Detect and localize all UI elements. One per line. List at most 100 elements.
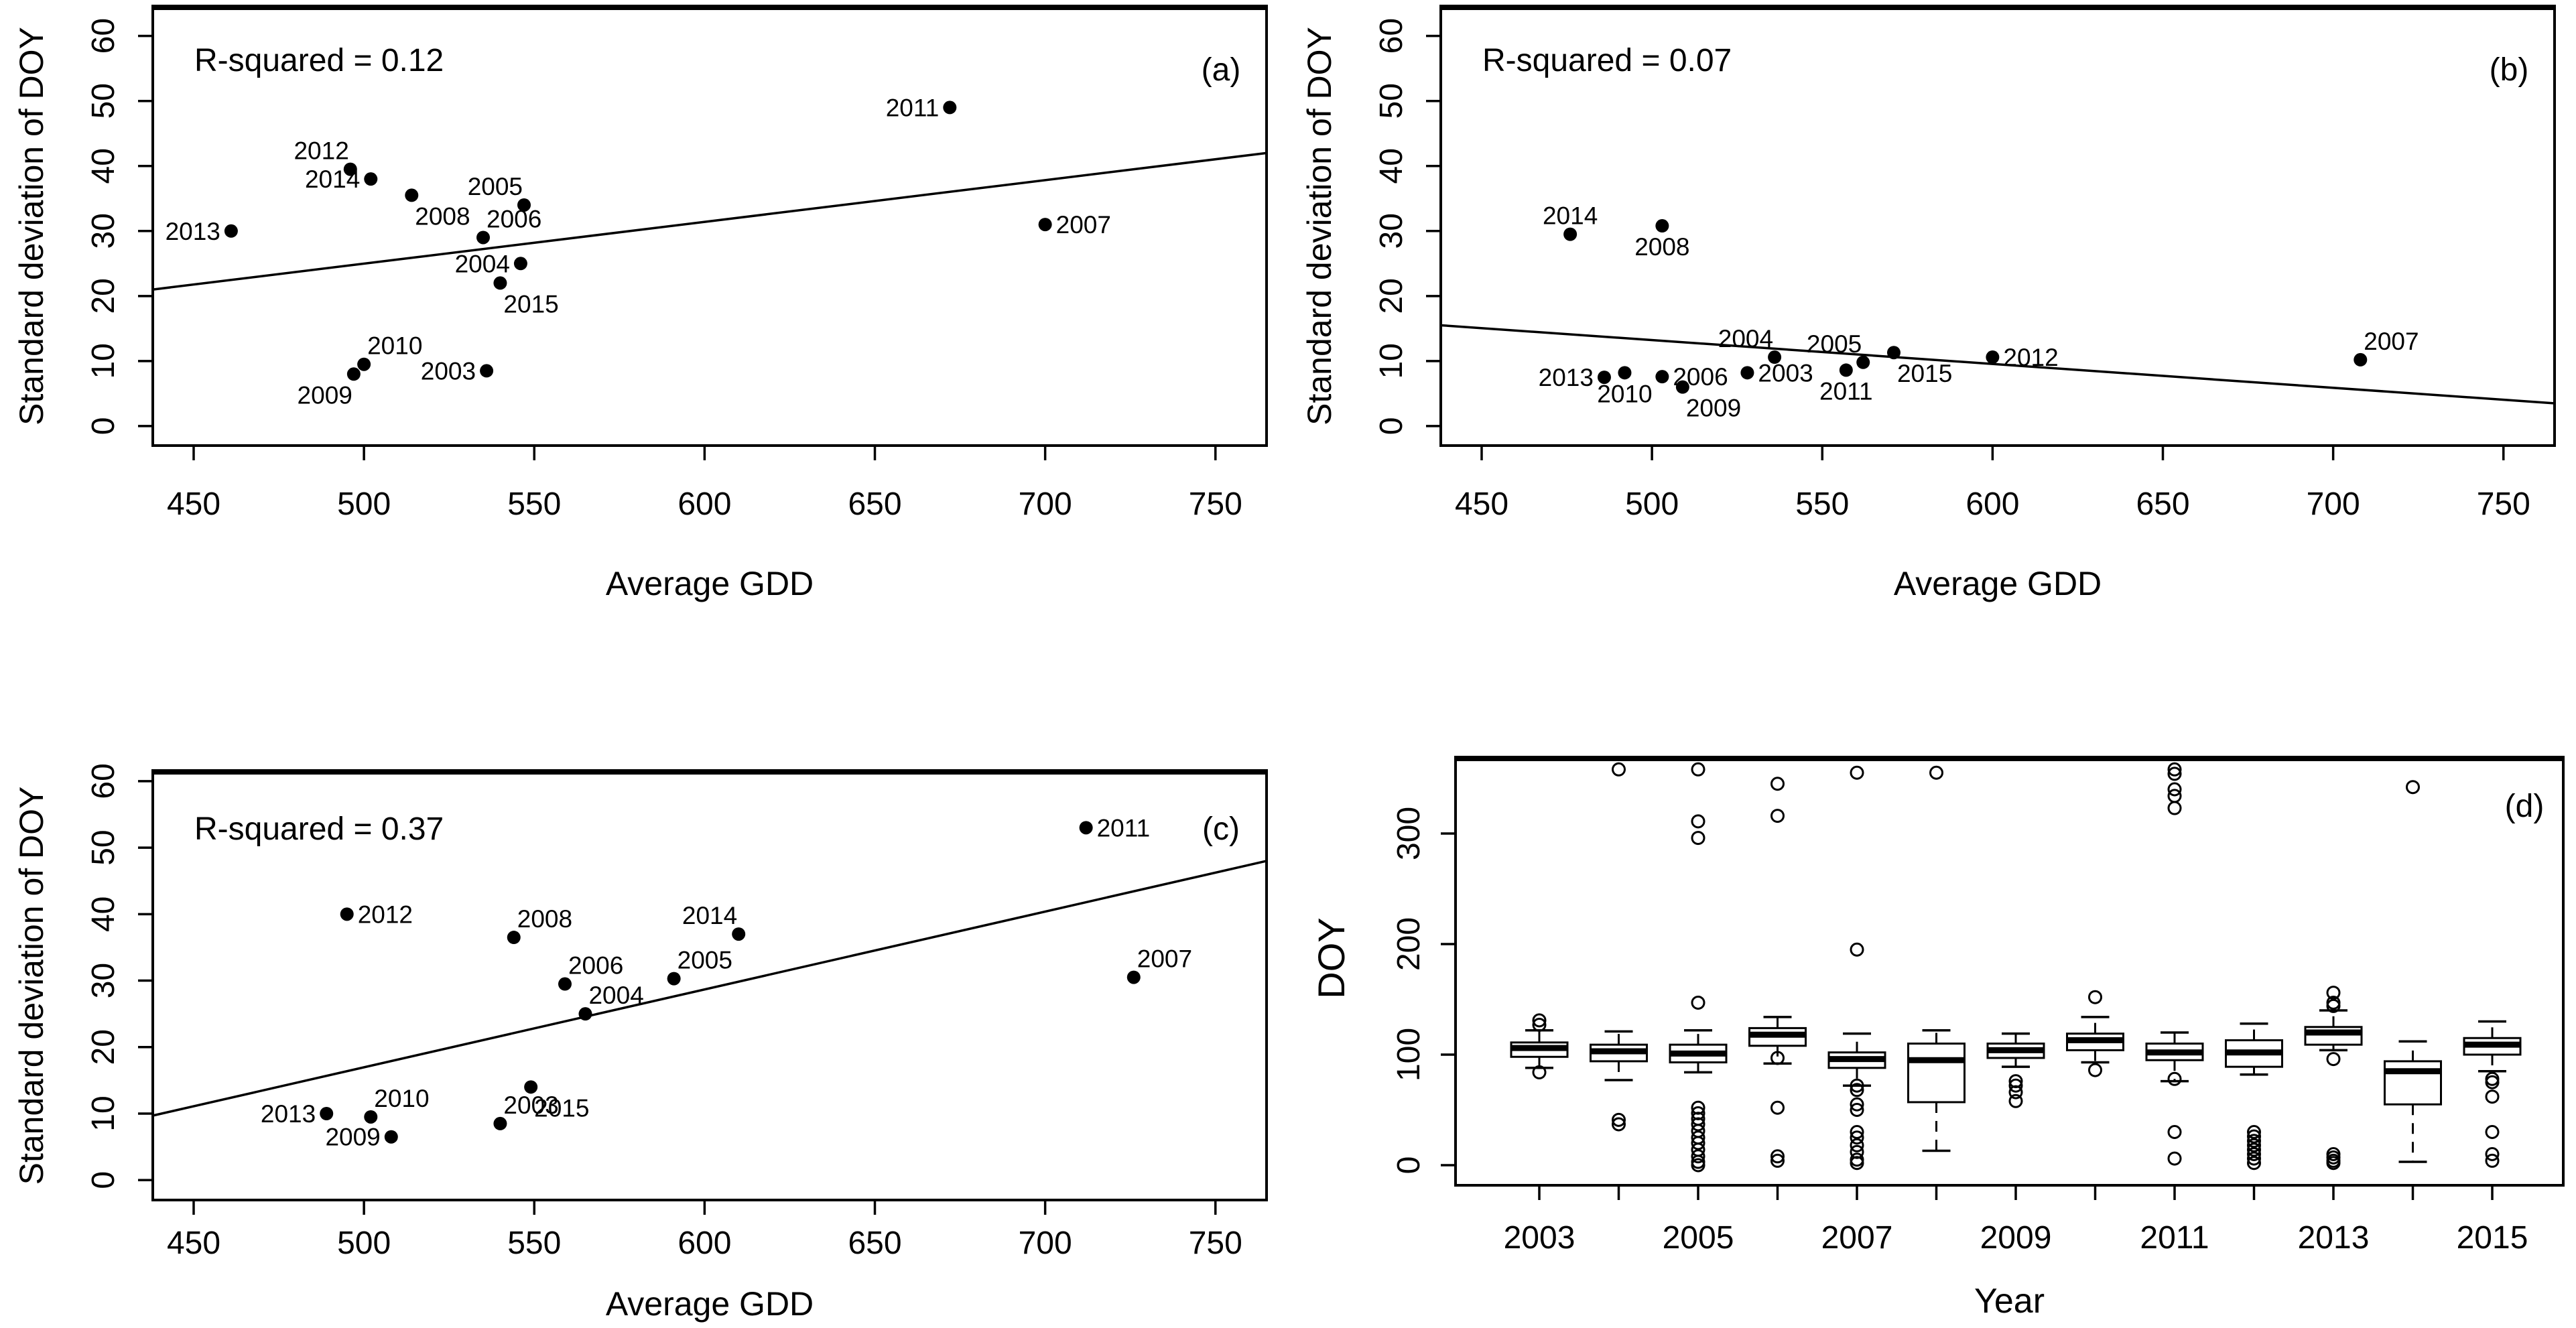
data-point-label-2013: 2013 [1539, 364, 1594, 391]
outlier-point [1691, 1136, 1705, 1150]
outlier-point [2485, 1075, 2500, 1089]
x-axis-tick-label: 500 [337, 486, 391, 522]
outlier-point [2247, 1151, 2261, 1166]
data-point-label-2010: 2010 [374, 1085, 429, 1112]
regression-line [152, 860, 1267, 1117]
data-point-label-2008: 2008 [415, 202, 470, 230]
r-squared-annotation: R-squared = 0.37 [194, 811, 444, 847]
outlier-point [1691, 995, 1705, 1010]
data-point-2012 [343, 162, 357, 176]
data-point-2010 [357, 357, 371, 371]
data-point-2008 [507, 931, 521, 945]
data-point-2007 [2354, 352, 2368, 367]
outlier-point [1850, 1138, 1864, 1152]
outlier-point [2088, 1063, 2102, 1077]
data-point-2010 [364, 1110, 378, 1124]
outlier-point [2008, 1093, 2023, 1108]
x-axis-tick-label: 500 [1625, 486, 1679, 522]
outlier-point [1850, 1156, 1864, 1171]
boxplot-2003 [1510, 1013, 1569, 1079]
y-axis-tick-label: 200 [1391, 917, 1427, 971]
x-axis-tick-label: 650 [848, 486, 901, 522]
x-axis-tick-label: 2005 [1663, 1220, 1734, 1256]
outlier-point [2167, 1125, 2182, 1139]
x-axis-tick-label: 2011 [2140, 1220, 2209, 1256]
y-axis-tick-label: 40 [1374, 148, 1409, 184]
x-axis-tick-label: 450 [167, 1225, 220, 1261]
boxplot-2010 [2066, 990, 2124, 1077]
y-axis-tick-label: 20 [1374, 278, 1409, 314]
regression-line [1440, 324, 2555, 405]
outlier-point [1691, 831, 1705, 846]
x-axis-tick-label: 2007 [1821, 1220, 1893, 1256]
x-axis-tick-label: 2013 [2298, 1220, 2370, 1256]
x-axis-title: Average GDD [606, 565, 814, 602]
panel-letter: (c) [1202, 811, 1240, 847]
outlier-point [2485, 1153, 2500, 1168]
scatter-plot-a: 450 500 550 600 650 700 750 0 10 20 30 40 50 60 Averag… [13, 5, 1268, 602]
y-axis-tick-label: 50 [86, 829, 121, 865]
x-axis-tick-label: 450 [1455, 486, 1508, 522]
x-axis-tick-label: 750 [1189, 1225, 1242, 1261]
x-axis-tick-label: 600 [1966, 486, 2019, 522]
data-point-label-2009: 2009 [1686, 395, 1741, 422]
data-point-2014 [364, 172, 378, 186]
scatter-plot-c: 450 500 550 600 650 700 750 0 10 20 30 40 50 60 Averag… [13, 763, 1268, 1323]
scatter-plot-b: 450 500 550 600 650 700 750 0 10 20 30 40 50 60 Averag… [1301, 5, 2556, 602]
data-point-label-2011: 2011 [1819, 377, 1873, 405]
boxplot-2012 [2225, 1022, 2283, 1171]
outlier-point [1612, 1117, 1626, 1132]
panel-letter: (b) [2490, 52, 2529, 88]
y-axis-tick-label: 40 [86, 897, 121, 932]
data-point-2015 [524, 1080, 538, 1094]
plot-frame [1454, 756, 2565, 1187]
data-point-2003 [1740, 366, 1754, 380]
outlier-point [1850, 1083, 1864, 1098]
data-point-2009 [346, 367, 361, 381]
iqr-box [1907, 1043, 1966, 1104]
data-point-label-2011: 2011 [886, 94, 940, 121]
data-point-2007 [1038, 218, 1052, 232]
outlier-point [1850, 765, 1864, 780]
data-point-label-2005: 2005 [1807, 330, 1862, 358]
outlier-point [1929, 765, 1943, 780]
outlier-point [2247, 1125, 2261, 1139]
outlier-point [2167, 767, 2182, 781]
data-point-2006 [1655, 370, 1669, 384]
boxplot-2011 [2145, 762, 2204, 1166]
x-axis-tick-label: 550 [1795, 486, 1849, 522]
outlier-point [2167, 762, 2182, 777]
data-point-label-2009: 2009 [298, 381, 352, 409]
outlier-point [2247, 1134, 2261, 1148]
boxplot-d: 0 100 200 300 Year DOY (d) 2003 2005 2007 2009 2011… [1310, 756, 2565, 1321]
data-point-label-2012: 2012 [294, 137, 348, 165]
data-point-2006 [476, 230, 491, 245]
outlier-point [2485, 1089, 2500, 1104]
data-point-2005 [517, 198, 531, 212]
data-point-2004 [1768, 350, 1782, 364]
y-axis-tick-label: 50 [86, 83, 121, 119]
y-axis-tick-label: 30 [86, 213, 121, 249]
data-point-label-2015: 2015 [1897, 360, 1952, 387]
boxplot-2005 [1669, 762, 1728, 1173]
outlier-point [1532, 1065, 1547, 1079]
data-point-label-2003: 2003 [503, 1091, 558, 1119]
boxplot-2014 [2384, 780, 2442, 1163]
panel-letter: (a) [1202, 52, 1241, 88]
x-axis-tick-label: 700 [2307, 486, 2360, 522]
outlier-point [1850, 1125, 1864, 1139]
outlier-point [2326, 998, 2341, 1013]
x-axis-tick-label: 550 [507, 1225, 561, 1261]
y-axis-tick-label: 50 [1374, 83, 1409, 119]
outlier-point [2326, 1156, 2341, 1171]
data-point-2003 [493, 1116, 507, 1130]
outlier-point [2088, 990, 2102, 1004]
panel-letter: (d) [2505, 789, 2545, 824]
data-point-2011 [1079, 821, 1093, 835]
y-axis-tick-label: 0 [86, 417, 121, 436]
y-axis-title: Standard deviation of DOY [13, 27, 50, 425]
x-axis-tick-label: 650 [848, 1225, 901, 1261]
panel-a: 450 500 550 600 650 700 750 0 10 20 30 40 50 60 Averag… [0, 0, 1288, 664]
data-point-label-2013: 2013 [261, 1100, 316, 1128]
iqr-box [2384, 1060, 2442, 1106]
